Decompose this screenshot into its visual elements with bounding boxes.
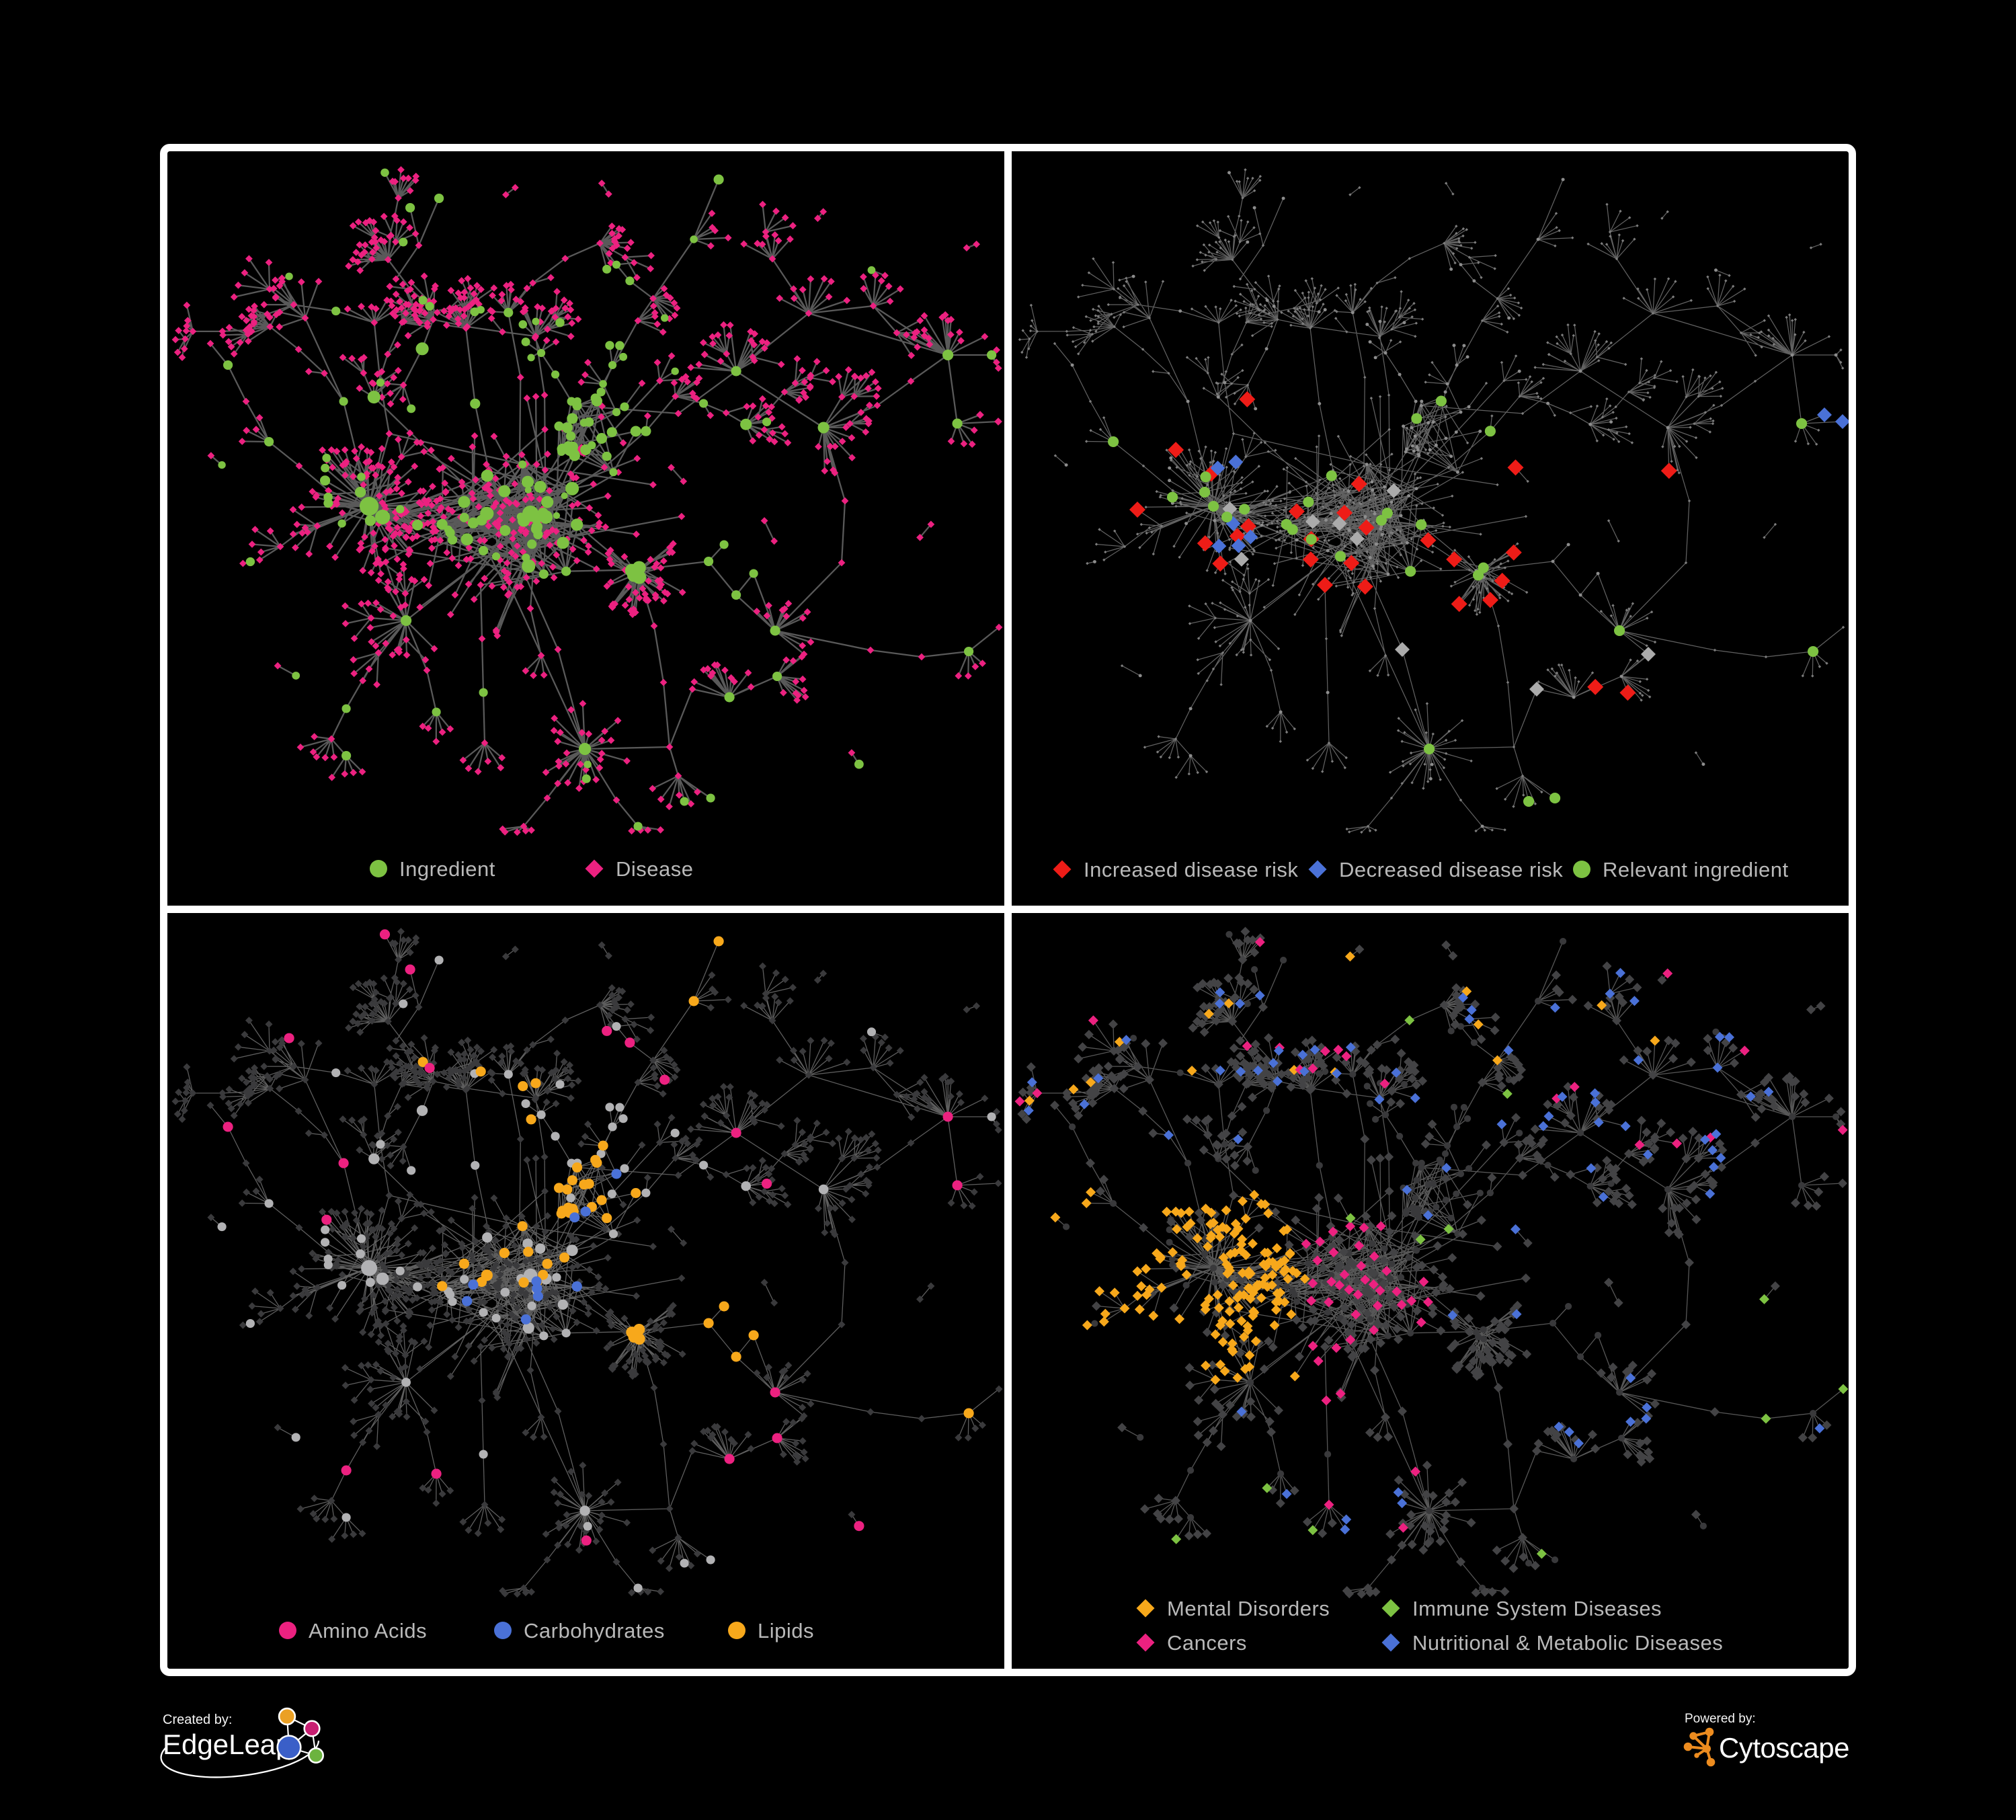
- svg-text:Carbohydrates: Carbohydrates: [524, 1619, 665, 1643]
- svg-text:Disease: Disease: [616, 857, 694, 881]
- svg-text:Cytoscape: Cytoscape: [1719, 1732, 1849, 1764]
- svg-text:Cancers: Cancers: [1167, 1631, 1247, 1655]
- svg-text:Powered by:: Powered by:: [1685, 1712, 1756, 1726]
- svg-text:Increased disease risk: Increased disease risk: [1084, 858, 1298, 881]
- svg-text:Lipids: Lipids: [758, 1619, 814, 1643]
- svg-text:Decreased disease risk: Decreased disease risk: [1339, 858, 1563, 881]
- svg-text:Relevant ingredient: Relevant ingredient: [1603, 858, 1789, 881]
- svg-text:Ingredient: Ingredient: [399, 857, 495, 881]
- svg-text:Created by:: Created by:: [163, 1712, 232, 1727]
- svg-text:Amino Acids: Amino Acids: [309, 1619, 427, 1643]
- svg-text:EdgeLeap: EdgeLeap: [163, 1729, 292, 1760]
- svg-text:Mental Disorders: Mental Disorders: [1167, 1597, 1330, 1620]
- svg-text:Immune System Diseases: Immune System Diseases: [1412, 1597, 1662, 1620]
- svg-text:Nutritional & Metabolic Diseas: Nutritional & Metabolic Diseases: [1412, 1631, 1723, 1655]
